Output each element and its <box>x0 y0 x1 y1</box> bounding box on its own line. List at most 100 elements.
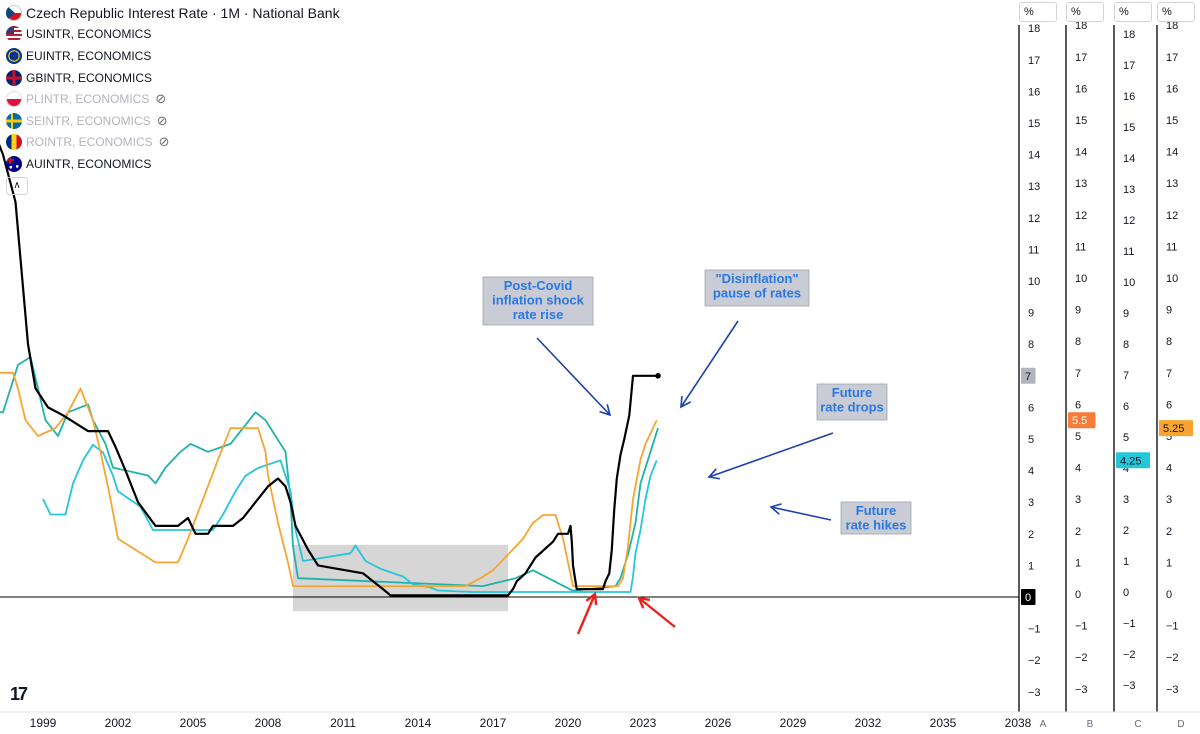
scale-tick-label: 5 <box>1166 431 1172 443</box>
scale-tick-label: 7 <box>1123 370 1129 382</box>
scale-b-unit-button[interactable]: % <box>1066 2 1104 22</box>
legend-main[interactable]: Czech Republic Interest Rate · 1M · Nati… <box>6 2 340 24</box>
scale-value-badge-text: 5.25 <box>1163 423 1184 435</box>
scale-tick-label: 11 <box>1028 244 1039 256</box>
scale-tick-label: −2 <box>1028 655 1041 667</box>
legend-item-auintr[interactable]: AUINTR, ECONOMICS <box>6 153 340 175</box>
scale-tick-label: 14 <box>1166 147 1178 159</box>
scale-tick-label: 9 <box>1028 308 1034 320</box>
legend-item-label: USINTR, ECONOMICS <box>26 27 152 42</box>
time-axis: 1999 2002 2005 2008 2011 2014 2017 2020 2023 2026… <box>0 711 1200 730</box>
time-tick-label: 1999 <box>30 716 57 730</box>
annotation-text: inflation shock <box>492 293 585 308</box>
legend-main-label: Czech Republic Interest Rate · 1M · Nati… <box>26 4 340 21</box>
scale-tick-label: −3 <box>1123 680 1136 692</box>
scale-tick-label: 2 <box>1166 526 1172 538</box>
scale-tick-label: 12 <box>1166 210 1178 222</box>
scale-tick-label: 3 <box>1028 497 1034 509</box>
scale-tick-label: 1 <box>1075 557 1081 569</box>
scale-a-unit-button[interactable]: % <box>1019 2 1057 22</box>
legend-item-usintr[interactable]: USINTR, ECONOMICS <box>6 24 340 46</box>
annotation-text: Post-Covid <box>504 278 573 293</box>
scale-id-label[interactable]: B <box>1087 719 1094 730</box>
legend-item-label: ROINTR, ECONOMICS <box>26 135 153 150</box>
scale-tick-label: 4 <box>1123 463 1129 475</box>
scale-tick-label: 6 <box>1166 399 1172 411</box>
scale-tick-label: 16 <box>1123 91 1135 103</box>
scale-tick-label: 8 <box>1123 339 1129 351</box>
scale-tick-label: −3 <box>1075 684 1088 696</box>
scale-tick-label: 14 <box>1028 150 1040 162</box>
scale-value-badge-text: 7 <box>1025 371 1031 383</box>
legend-item-plintr[interactable]: PLINTR, ECONOMICS ⊘ <box>6 88 340 110</box>
scale-value-badge-text: 0 <box>1025 592 1031 604</box>
scale-tick-label: 10 <box>1028 276 1040 288</box>
scale-tick-label: 6 <box>1123 401 1129 413</box>
eye-hidden-icon[interactable]: ⊘ <box>156 112 168 128</box>
scale-tick-label: 0 <box>1123 587 1129 599</box>
time-tick-label: 2017 <box>480 716 507 730</box>
series-line-czech-republic-interest-rate[interactable] <box>0 76 658 597</box>
scale-tick-label: 4 <box>1075 463 1081 475</box>
scale-tick-label: 15 <box>1166 115 1178 127</box>
scale-tick-label: 10 <box>1166 273 1178 285</box>
scale-tick-label: −2 <box>1123 649 1136 661</box>
legend-item-rointr[interactable]: ROINTR, ECONOMICS ⊘ <box>6 132 340 154</box>
scale-tick-label: −1 <box>1123 618 1136 630</box>
series-end-marker <box>655 373 661 379</box>
series-lines <box>0 76 661 597</box>
scale-tick-label: 5 <box>1075 431 1081 443</box>
scale-tick-label: 18 <box>1123 29 1135 41</box>
eye-hidden-icon[interactable]: ⊘ <box>158 134 170 150</box>
annotation-text: rate rise <box>513 307 564 322</box>
scale-tick-label: 13 <box>1075 178 1087 190</box>
scale-id-label[interactable]: A <box>1040 719 1047 730</box>
annotation-box-disinflation <box>704 269 810 307</box>
arrow-future-drops-head <box>707 468 720 480</box>
time-tick-label: 2032 <box>855 716 882 730</box>
scale-tick-label: 18 <box>1075 20 1087 32</box>
arrow-future-hikes-head <box>769 503 782 515</box>
scale-value-badge <box>1021 367 1036 384</box>
arrow-future-hikes <box>770 506 832 521</box>
scale-tick-label: 10 <box>1075 273 1087 285</box>
price-scales: 1817161514131211109876543210−1−2−370A181… <box>1018 20 1193 730</box>
scale-id-label[interactable]: C <box>1134 719 1141 730</box>
legend-item-label: SEINTR, ECONOMICS <box>26 113 151 128</box>
scale-value-badge <box>1116 452 1150 469</box>
scale-id-label[interactable]: D <box>1177 719 1184 730</box>
scale-value-badge <box>1159 420 1193 437</box>
legend-item-gbintr[interactable]: GBINTR, ECONOMICS <box>6 67 340 89</box>
scale-tick-label: 17 <box>1075 52 1087 64</box>
australia-flag-icon <box>6 155 22 172</box>
arrow-disinflation <box>680 320 739 408</box>
series-line-gbintr[interactable] <box>0 356 659 592</box>
scale-tick-label: −3 <box>1028 687 1041 699</box>
time-tick-label: 2014 <box>405 716 432 730</box>
annotation-box-future-drops <box>816 383 888 421</box>
time-tick-label: 2002 <box>105 716 132 730</box>
scale-tick-label: −3 <box>1166 684 1179 696</box>
scale-tick-label: −1 <box>1028 624 1041 636</box>
highlight-box <box>293 544 508 612</box>
scale-tick-label: 8 <box>1075 336 1081 348</box>
scale-value-badge <box>1068 412 1096 429</box>
scale-tick-label: 12 <box>1028 213 1040 225</box>
scale-tick-label: 3 <box>1166 494 1172 506</box>
eye-hidden-icon[interactable]: ⊘ <box>155 91 167 107</box>
czech-flag-icon <box>6 4 22 21</box>
scale-tick-label: 18 <box>1028 23 1040 35</box>
scale-tick-label: 16 <box>1028 86 1040 98</box>
legend-item-seintr[interactable]: SEINTR, ECONOMICS ⊘ <box>6 110 340 132</box>
scale-c-unit-button[interactable]: % <box>1114 2 1152 22</box>
chevron-up-icon[interactable]: ∧ <box>6 176 28 195</box>
scale-tick-label: 18 <box>1166 20 1178 32</box>
time-tick-label: 2023 <box>630 716 657 730</box>
scale-d-unit-button[interactable]: % <box>1157 2 1195 22</box>
scale-tick-label: 16 <box>1166 83 1178 95</box>
legend-item-euintr[interactable]: EUINTR, ECONOMICS <box>6 45 340 67</box>
scale-tick-label: 15 <box>1075 115 1087 127</box>
arrow-post-covid-head <box>599 404 612 417</box>
scale-tick-label: 1 <box>1166 557 1172 569</box>
us-flag-icon <box>6 26 22 43</box>
